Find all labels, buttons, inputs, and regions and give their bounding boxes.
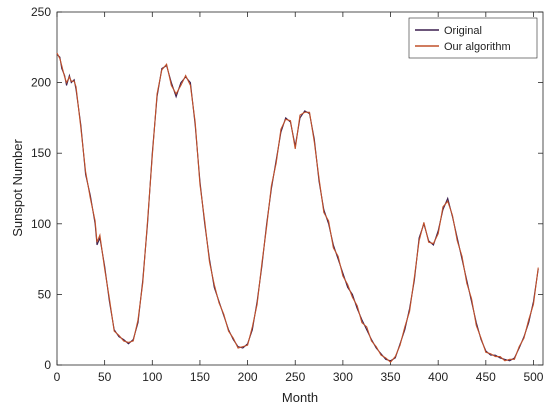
y-tick-label: 100 <box>31 217 51 231</box>
x-tick-label: 100 <box>142 370 162 384</box>
y-tick-label: 50 <box>38 287 52 301</box>
x-tick-label: 450 <box>476 370 496 384</box>
x-tick-label: 50 <box>98 370 112 384</box>
y-tick-label: 200 <box>31 76 51 90</box>
y-axis-label: Sunspot Number <box>10 139 25 237</box>
y-tick-label: 0 <box>44 358 51 372</box>
legend-box <box>408 17 538 59</box>
y-tick-label: 150 <box>31 146 51 160</box>
x-axis-label: Month <box>282 390 318 405</box>
x-tick-label: 500 <box>523 370 543 384</box>
y-tick-label: 250 <box>31 5 51 19</box>
x-tick-label: 250 <box>285 370 305 384</box>
x-tick-label: 400 <box>428 370 448 384</box>
x-tick-label: 300 <box>333 370 353 384</box>
series-line <box>56 52 539 363</box>
x-tick-label: 0 <box>54 370 61 384</box>
x-tick-label: 200 <box>238 370 258 384</box>
x-tick-label: 150 <box>190 370 210 384</box>
plot-area <box>56 11 544 366</box>
legend-label: Original <box>444 25 482 37</box>
x-tick-label: 350 <box>381 370 401 384</box>
legend-label: Our algorithm <box>444 41 511 53</box>
